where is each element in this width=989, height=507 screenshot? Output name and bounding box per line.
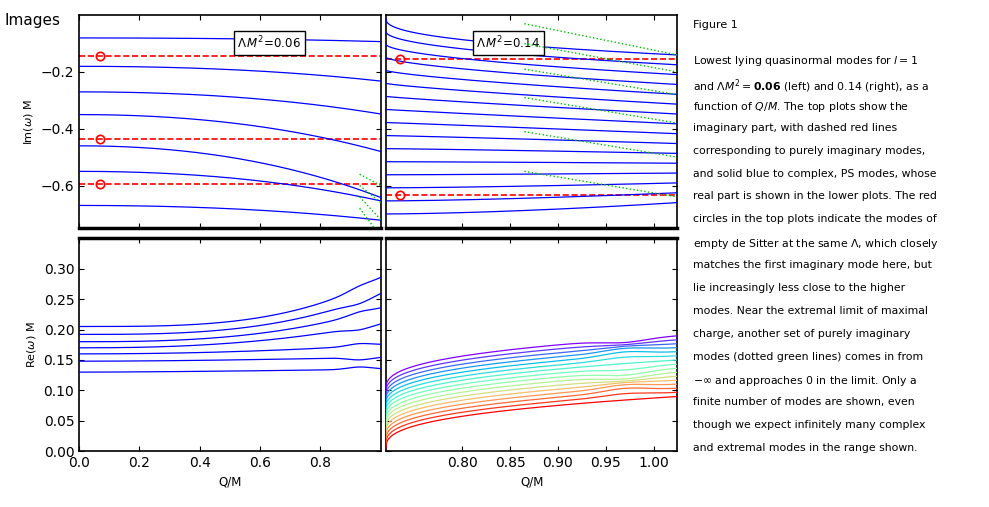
Text: charge, another set of purely imaginary: charge, another set of purely imaginary	[693, 329, 911, 339]
Text: finite number of modes are shown, even: finite number of modes are shown, even	[693, 397, 915, 407]
Text: imaginary part, with dashed red lines: imaginary part, with dashed red lines	[693, 123, 897, 133]
Text: Lowest lying quasinormal modes for $l=1$: Lowest lying quasinormal modes for $l=1$	[693, 54, 918, 68]
Text: real part is shown in the lower plots. The red: real part is shown in the lower plots. T…	[693, 192, 937, 201]
X-axis label: Q/M: Q/M	[520, 476, 543, 489]
Y-axis label: Re($\omega$) M: Re($\omega$) M	[25, 321, 38, 368]
Text: and extremal modes in the range shown.: and extremal modes in the range shown.	[693, 443, 918, 453]
Text: Figure 1: Figure 1	[693, 20, 738, 30]
Text: lie increasingly less close to the higher: lie increasingly less close to the highe…	[693, 283, 905, 293]
X-axis label: Q/M: Q/M	[219, 476, 241, 489]
Text: though we expect infinitely many complex: though we expect infinitely many complex	[693, 420, 926, 430]
Text: $\Lambda\,M^2$=0.14: $\Lambda\,M^2$=0.14	[477, 34, 540, 51]
Text: modes (dotted green lines) comes in from: modes (dotted green lines) comes in from	[693, 351, 924, 361]
Y-axis label: Im($\omega$) M: Im($\omega$) M	[22, 99, 35, 144]
Text: circles in the top plots indicate the modes of: circles in the top plots indicate the mo…	[693, 214, 937, 224]
Text: corresponding to purely imaginary modes,: corresponding to purely imaginary modes,	[693, 146, 926, 156]
Text: modes. Near the extremal limit of maximal: modes. Near the extremal limit of maxima…	[693, 306, 928, 316]
Text: $-\infty$ and approaches 0 in the limit. Only a: $-\infty$ and approaches 0 in the limit.…	[693, 375, 918, 388]
Text: and solid blue to complex, PS modes, whose: and solid blue to complex, PS modes, who…	[693, 168, 937, 178]
Text: $\Lambda\,M^2$=0.06: $\Lambda\,M^2$=0.06	[237, 34, 301, 51]
Text: matches the first imaginary mode here, but: matches the first imaginary mode here, b…	[693, 260, 932, 270]
Text: Images: Images	[5, 13, 61, 28]
Text: empty de Sitter at the same $\Lambda$, which closely: empty de Sitter at the same $\Lambda$, w…	[693, 237, 939, 251]
Text: and $\Lambda M^2 = \mathbf{0.06}$ (left) and 0.14 (right), as a: and $\Lambda M^2 = \mathbf{0.06}$ (left)…	[693, 77, 930, 96]
Text: function of $Q/M$. The top plots show the: function of $Q/M$. The top plots show th…	[693, 100, 909, 114]
